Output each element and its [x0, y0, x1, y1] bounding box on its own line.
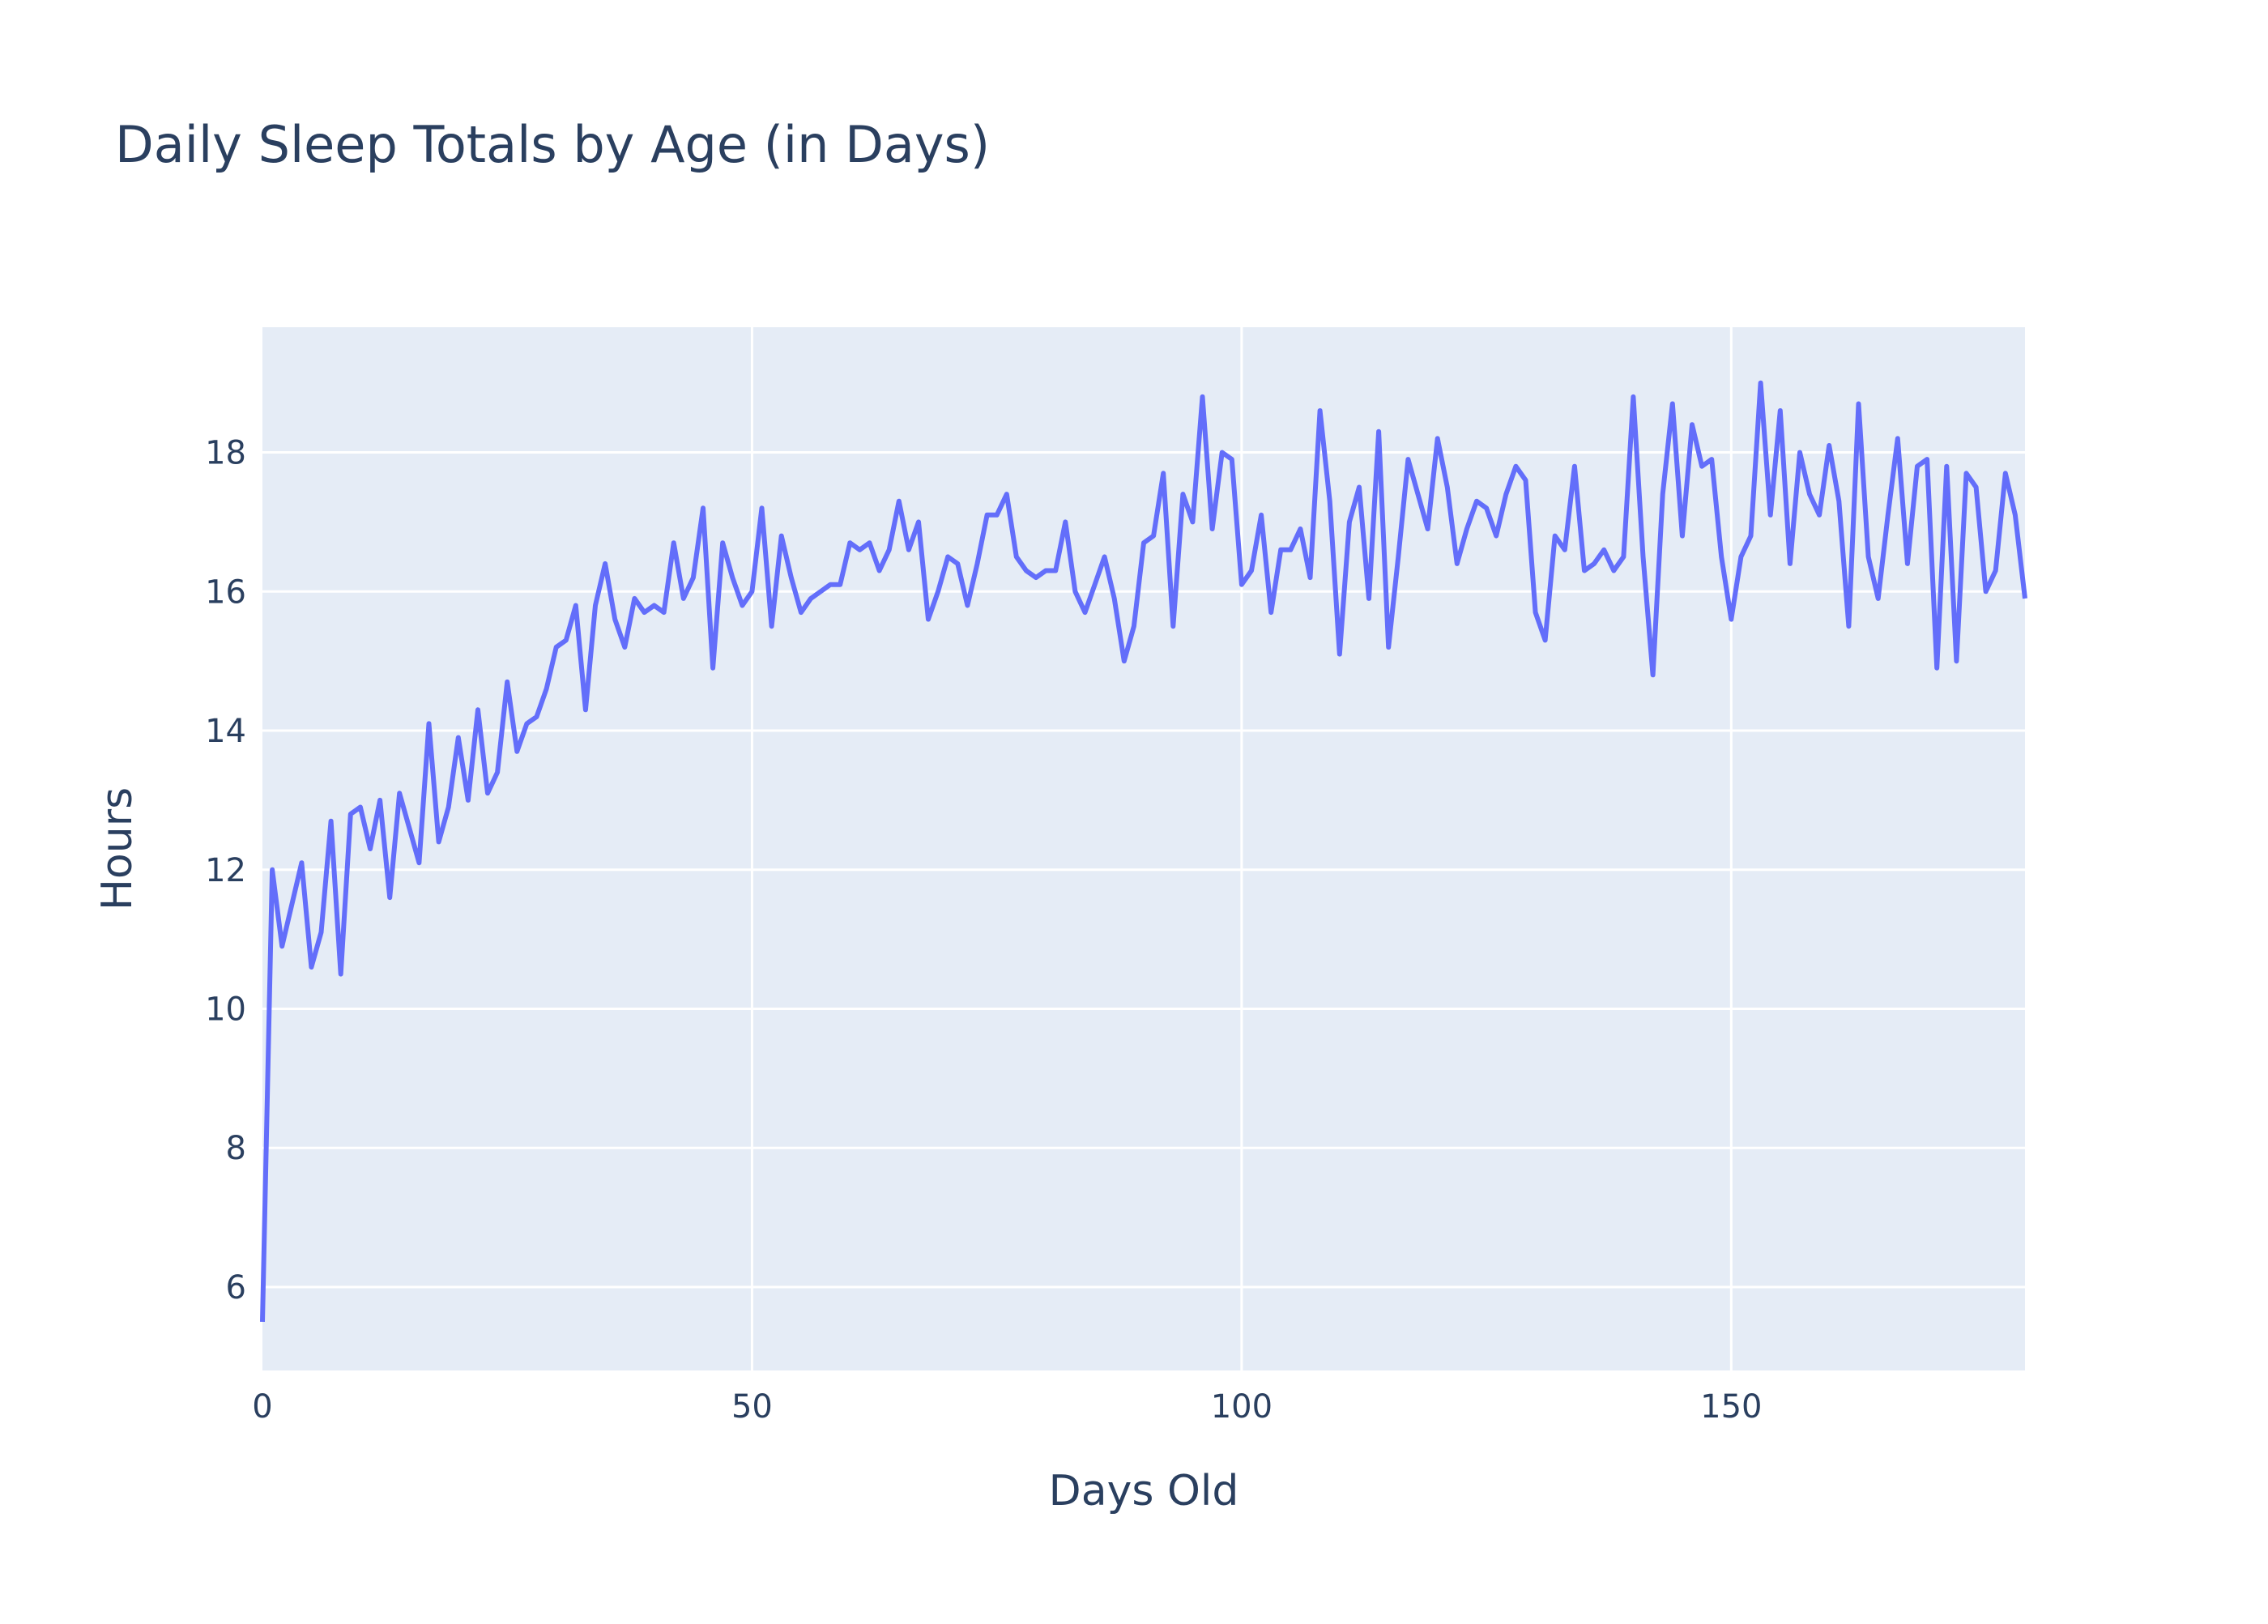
y-tick-label: 14 [205, 713, 246, 750]
y-tick-label: 12 [205, 852, 246, 889]
series-layer [260, 380, 2027, 1322]
y-axis-ticks: 6 8 10 12 14 16 18 [205, 435, 246, 1306]
y-tick-label: 6 [226, 1269, 246, 1306]
x-axis-title: Days Old [1049, 1467, 1239, 1515]
y-tick-label: 18 [205, 435, 246, 472]
plot-area [262, 327, 2025, 1370]
x-tick-label: 50 [731, 1388, 773, 1426]
x-tick-label: 0 [252, 1388, 272, 1426]
x-axis-ticks: 0 50 100 150 [252, 1388, 1762, 1426]
x-tick-label: 150 [1700, 1388, 1762, 1426]
chart-title: Daily Sleep Totals by Age (in Days) [115, 115, 990, 174]
y-axis-title: Hours [93, 787, 142, 910]
series-line [260, 380, 2027, 1322]
y-tick-label: 8 [226, 1130, 246, 1167]
y-tick-label: 16 [205, 573, 246, 611]
x-gridlines [750, 327, 1733, 1370]
x-tick-label: 100 [1211, 1388, 1273, 1426]
y-tick-label: 10 [205, 991, 246, 1028]
y-gridlines [262, 451, 2025, 1289]
